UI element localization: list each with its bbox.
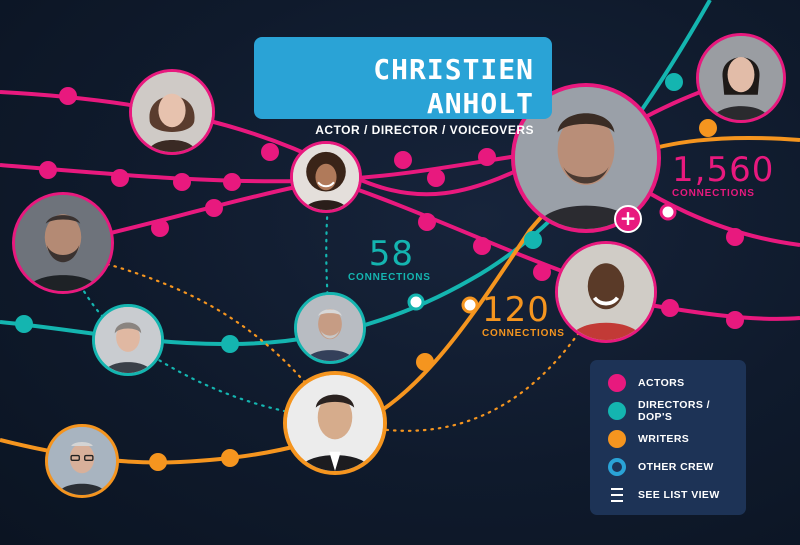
person-avatar-icon <box>293 144 359 210</box>
person-avatar-actor-woman-top[interactable] <box>129 69 215 155</box>
profile-role: ACTOR / DIRECTOR / VOICEOVERS <box>315 123 534 137</box>
stat-actors-connections: 1,560 CONNECTIONS <box>672 152 774 199</box>
person-avatar-icon <box>287 375 383 471</box>
person-avatar-icon <box>297 295 363 361</box>
other-crew-ring-icon <box>608 458 626 476</box>
legend-label: WRITERS <box>638 433 690 445</box>
legend-label: OTHER CREW <box>638 461 714 473</box>
person-avatar-actor-woman-curly[interactable] <box>290 141 362 213</box>
stat-writers-connections: 120 CONNECTIONS <box>482 292 565 339</box>
see-list-view-link[interactable]: SEE LIST VIEW <box>608 485 720 505</box>
person-avatar-icon <box>95 307 161 373</box>
actors-dot-icon <box>608 374 626 392</box>
stat-value: 58 <box>368 234 414 274</box>
writers-dot-icon <box>608 430 626 448</box>
stat-directors-connections: 58 CONNECTIONS <box>348 234 431 283</box>
add-connection-button[interactable]: + <box>614 205 642 233</box>
stat-label: CONNECTIONS <box>672 188 755 199</box>
person-avatar-crew-woman-short-hair[interactable] <box>92 304 164 376</box>
legend-item-writers[interactable]: WRITERS <box>608 429 689 449</box>
profile-name: CHRISTIEN ANHOLT <box>373 53 534 120</box>
stat-value: 1,560 <box>672 150 775 190</box>
person-avatar-main[interactable] <box>511 83 661 233</box>
person-avatar-icon <box>48 427 116 495</box>
legend-item-actors[interactable]: ACTORS <box>608 373 685 393</box>
person-avatar-icon <box>699 36 783 120</box>
stat-value: 120 <box>482 290 550 330</box>
legend-label: ACTORS <box>638 377 685 389</box>
legend-label: DIRECTORS / DOP'S <box>638 399 710 423</box>
profile-title-card: CHRISTIEN ANHOLT ACTOR / DIRECTOR / VOIC… <box>254 37 552 137</box>
list-icon <box>608 488 626 502</box>
legend-item-other-crew[interactable]: OTHER CREW <box>608 457 714 477</box>
directors-dot-icon <box>608 402 626 420</box>
person-avatar-actor-man-smiling[interactable] <box>555 241 657 343</box>
person-avatar-actor-man-beard[interactable] <box>12 192 114 294</box>
person-avatar-icon <box>558 244 654 340</box>
see-list-view-label: SEE LIST VIEW <box>638 489 720 501</box>
legend-panel: ACTORS DIRECTORS / DOP'S WRITERS OTHER C… <box>590 360 746 515</box>
person-avatar-icon <box>15 195 111 291</box>
person-avatar-icon <box>132 72 212 152</box>
person-avatar-director-man-grey[interactable] <box>294 292 366 364</box>
person-avatar-writer-man[interactable] <box>283 371 387 475</box>
stat-label: CONNECTIONS <box>348 272 431 283</box>
stat-label: CONNECTIONS <box>482 328 565 339</box>
legend-item-directors[interactable]: DIRECTORS / DOP'S <box>608 399 746 423</box>
person-avatar-actor-woman-top-right[interactable] <box>696 33 786 123</box>
person-avatar-crew-man-glasses[interactable] <box>45 424 119 498</box>
